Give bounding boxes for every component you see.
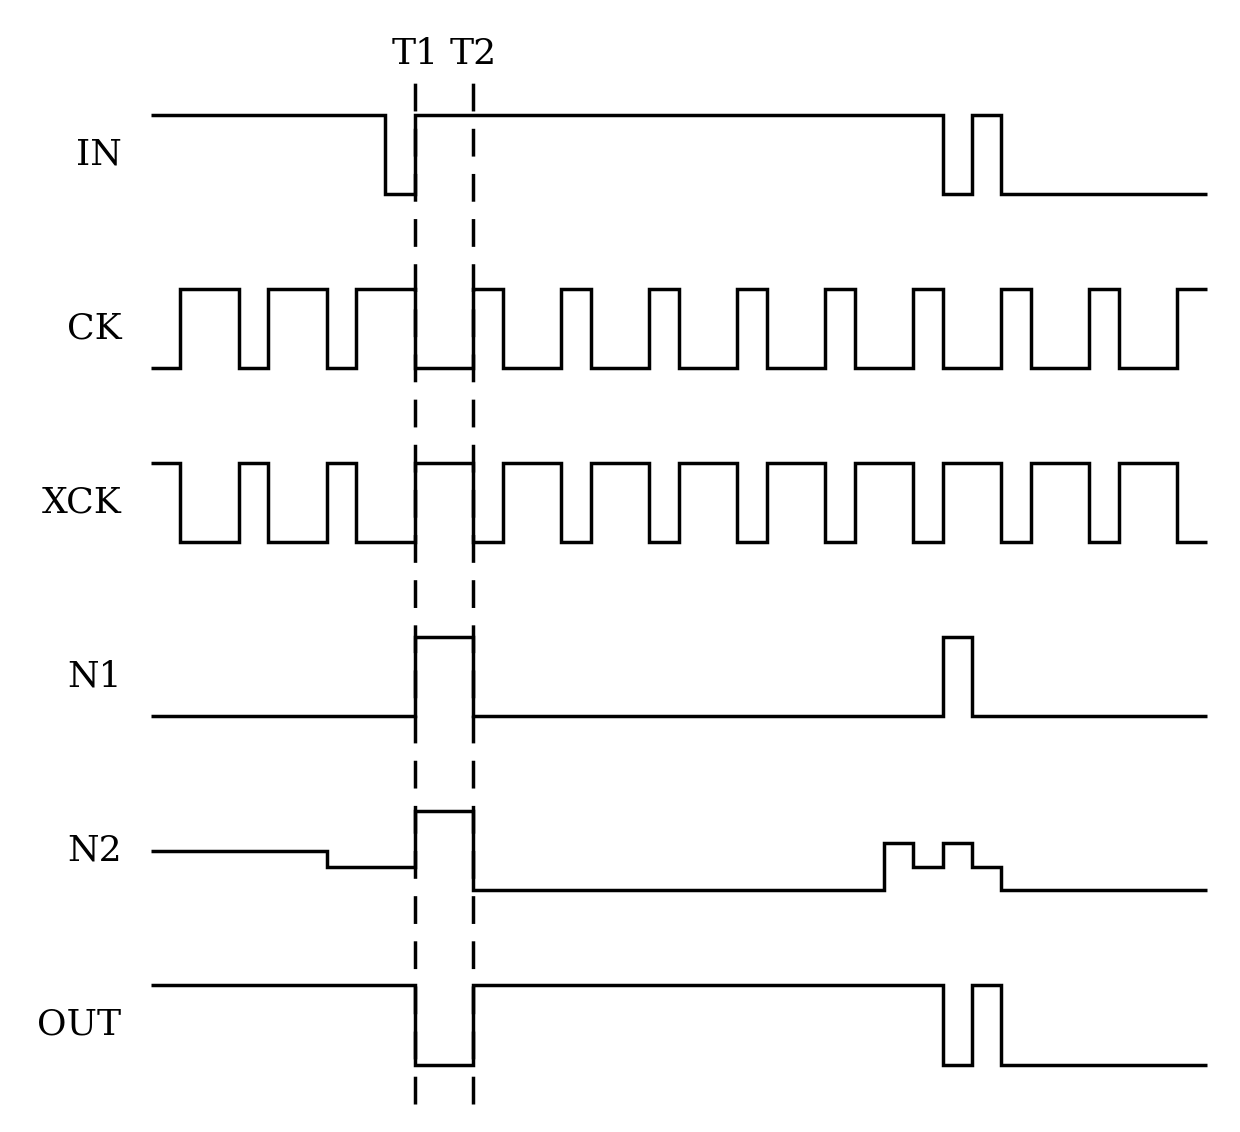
Text: OUT: OUT	[37, 1007, 122, 1041]
Text: N2: N2	[67, 834, 122, 868]
Text: T1: T1	[391, 37, 438, 71]
Text: N1: N1	[67, 660, 122, 694]
Text: IN: IN	[76, 137, 122, 172]
Text: CK: CK	[67, 311, 122, 345]
Text: T2: T2	[450, 37, 497, 71]
Text: XCK: XCK	[42, 486, 122, 520]
